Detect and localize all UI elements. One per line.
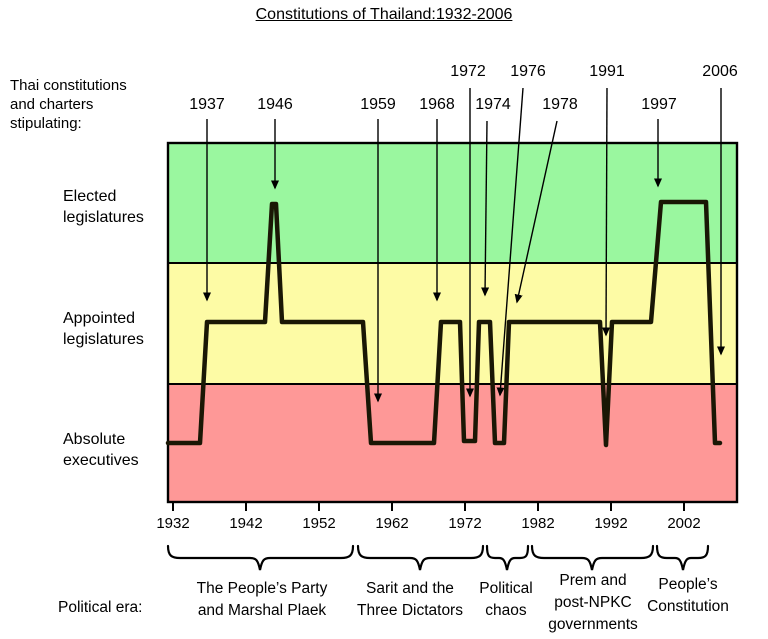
era-label-peoples-constitution: People’s Constitution [647,574,729,618]
page-title: Constitutions of Thailand:1932-2006 [255,6,513,23]
era-prem-line-3: governments [548,616,638,633]
era-label-prem: Prem and post-NPKC governments [548,570,638,636]
side-note-line-2: and charters [10,96,94,113]
absolute-band [168,384,737,502]
side-note: Thai constitutions and charters stipulat… [10,76,127,133]
x-tick-1952: 1952 [302,515,336,532]
era-brace-political-chaos [485,544,530,571]
era-brace-peoples-party [166,544,355,571]
band-label-absolute-line-2: executives [63,452,139,469]
arrow-1976 [496,87,524,397]
year-label-1978: 1978 [542,96,578,113]
band-label-absolute: Absolute executives [63,429,139,471]
x-tick-1972: 1972 [448,515,482,532]
era-peoples-constitution-line-1: People’s [658,576,718,593]
x-tick-1932: 1932 [156,515,190,532]
band-label-elected-line-1: Elected [63,188,117,205]
side-note-line-3: stipulating: [10,115,82,132]
year-label-1976: 1976 [510,63,546,80]
era-peoples-party-line-2: and Marshal Plaek [197,602,327,619]
year-label-1946: 1946 [257,96,293,113]
year-label-1991: 1991 [589,63,625,80]
era-label-political-chaos: Political chaos [479,578,532,622]
year-label-1972: 1972 [450,63,486,80]
x-tick-1992: 1992 [594,515,628,532]
era-sarit-line-2: Three Dictators [357,602,463,619]
side-note-line-1: Thai constitutions [10,77,127,94]
year-label-1968: 1968 [419,96,455,113]
year-label-1959: 1959 [360,96,396,113]
era-brace-sarit [356,544,485,571]
era-brace-peoples-constitution [655,544,710,571]
year-label-1937: 1937 [189,96,225,113]
era-sarit-line-1: Sarit and the [366,580,454,597]
year-label-1974: 1974 [475,96,511,113]
era-prem-line-2: post-NPKC [554,594,632,611]
band-label-appointed-line-2: legislatures [63,331,144,348]
elected-band [168,143,737,263]
x-tick-1982: 1982 [521,515,555,532]
era-peoples-party-line-1: The People’s Party [196,580,328,597]
era-label-peoples-party: The People’s Party and Marshal Plaek [197,578,328,622]
political-era-label: Political era: [58,599,143,616]
band-label-elected: Elected legislatures [63,186,144,228]
year-arrows [203,87,725,403]
era-peoples-constitution-line-2: Constitution [647,598,729,615]
band-label-absolute-line-1: Absolute [63,431,126,448]
constitution-line [165,199,723,448]
arrow-1991 [602,87,611,337]
band-label-elected-line-2: legislatures [63,209,144,226]
year-label-1997: 1997 [641,96,677,113]
x-axis-ticks [172,502,685,511]
x-tick-1942: 1942 [229,515,263,532]
band-label-appointed: Appointed legislatures [63,308,144,350]
era-political-chaos-line-2: chaos [485,602,527,619]
era-braces [166,544,710,571]
era-prem-line-1: Prem and [559,572,627,589]
x-tick-2002: 2002 [667,515,701,532]
plot-border [166,141,739,504]
arrow-1974 [481,120,490,297]
x-tick-1962: 1962 [375,515,409,532]
era-brace-prem [530,544,655,571]
year-label-2006: 2006 [702,63,738,80]
arrow-1978 [514,120,558,304]
band-label-appointed-line-1: Appointed [63,310,136,327]
era-label-sarit: Sarit and the Three Dictators [357,578,463,622]
era-political-chaos-line-1: Political [479,580,533,597]
